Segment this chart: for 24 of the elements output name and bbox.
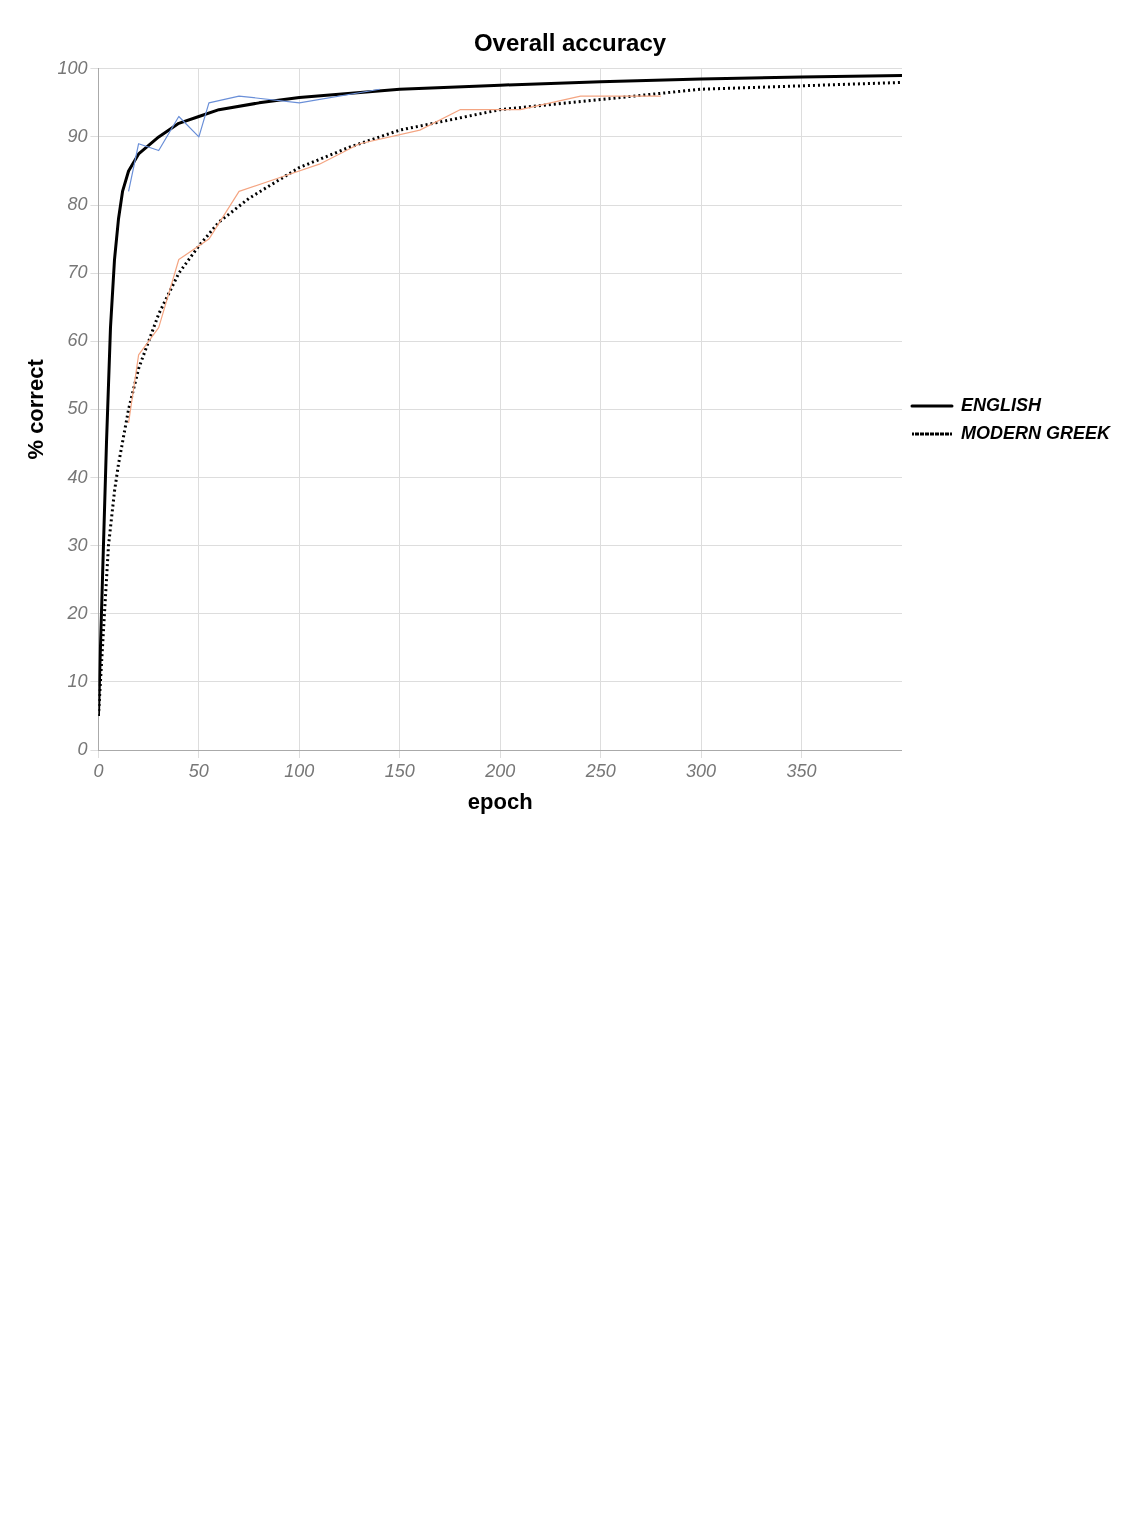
y-tick-label: 100	[57, 57, 88, 78]
x-tick-label: 150	[384, 760, 415, 781]
x-tick-label: 100	[284, 760, 315, 781]
x-tick-label: 250	[584, 760, 616, 781]
y-tick-label: 70	[67, 262, 88, 283]
legend-label: MODERN GREEK	[960, 422, 1112, 443]
y-tick-label: 30	[67, 534, 88, 555]
y-tick-label: 40	[67, 466, 88, 487]
x-tick-label: 300	[686, 760, 717, 781]
y-tick-label: 0	[77, 739, 88, 759]
x-tick-label: 200	[484, 760, 516, 781]
x-tick-label: 350	[786, 760, 817, 781]
legend-label: ENGLISH	[960, 394, 1042, 415]
chart-title: Overall accuracy	[473, 29, 667, 57]
y-tick-label: 50	[67, 398, 88, 419]
y-tick-label: 20	[66, 602, 88, 623]
y-tick-label: 90	[67, 125, 88, 146]
y-tick-label: 10	[67, 670, 88, 691]
x-axis-title: epoch	[467, 788, 533, 814]
y-tick-label: 80	[67, 194, 88, 215]
x-tick-label: 0	[93, 760, 104, 781]
x-tick-label: 50	[188, 760, 209, 781]
y-tick-label: 60	[67, 330, 88, 351]
y-axis-title: % correct	[23, 358, 49, 460]
